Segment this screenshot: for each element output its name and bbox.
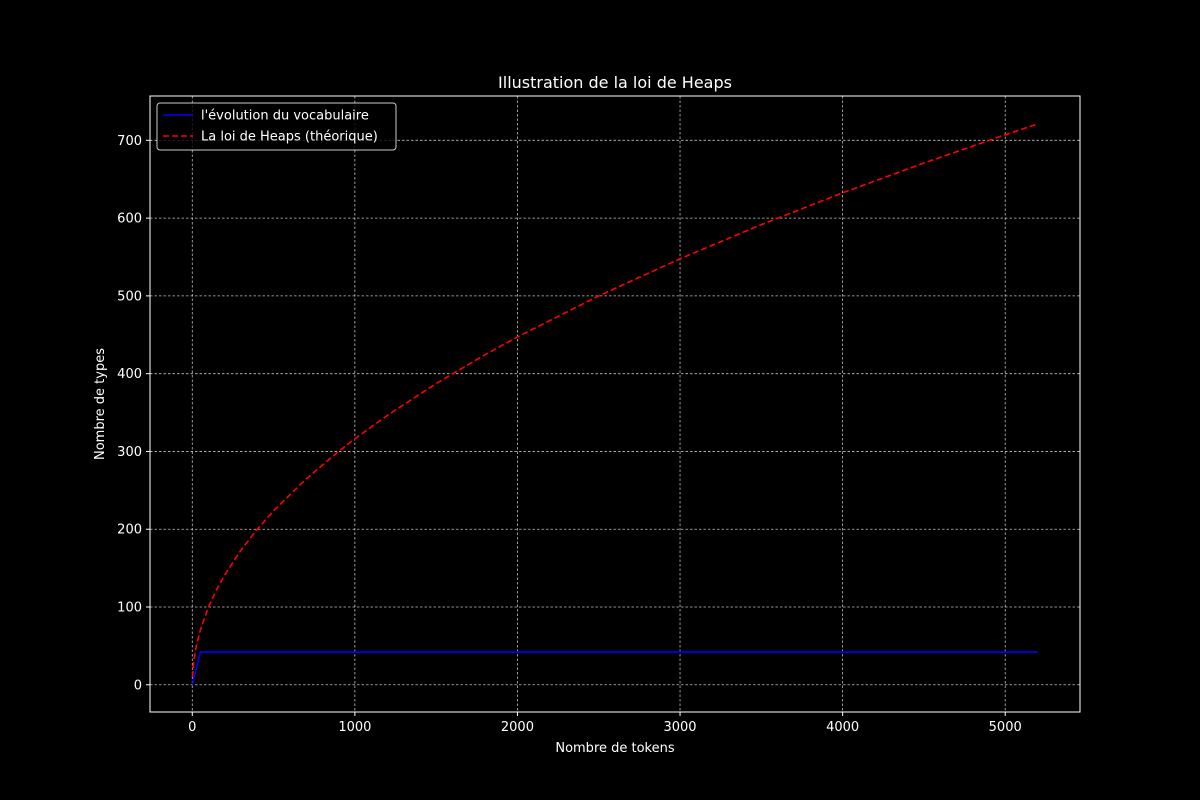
x-tick-label: 1000 — [338, 720, 371, 735]
x-tick-label: 5000 — [989, 720, 1022, 735]
y-tick-label: 300 — [117, 445, 142, 460]
chart-title: Illustration de la loi de Heaps — [498, 73, 732, 92]
legend: l'évolution du vocabulaire La loi de Hea… — [156, 102, 397, 151]
y-tick-label: 500 — [117, 289, 142, 304]
legend-label-heaps: La loi de Heaps (théorique) — [201, 130, 378, 145]
y-tick-label: 600 — [117, 212, 142, 227]
legend-label-vocabulaire: l'évolution du vocabulaire — [201, 109, 369, 124]
x-axis-label: Nombre de tokens — [555, 741, 675, 756]
y-tick-label: 100 — [117, 601, 142, 616]
legend-box — [156, 102, 397, 151]
series-line-vocabulaire — [191, 651, 1038, 685]
y-axis-ticks: 0 100 200 300 400 500 600 700 — [117, 134, 150, 693]
grid — [150, 96, 1080, 712]
x-tick-label: 0 — [188, 720, 196, 735]
y-axis-label: Nombre de types — [93, 348, 108, 460]
y-tick-label: 200 — [117, 523, 142, 538]
y-tick-label: 400 — [117, 367, 142, 382]
series-line-heaps — [191, 123, 1038, 678]
x-axis-ticks: 0 1000 2000 3000 4000 5000 — [188, 712, 1022, 735]
axes-frame — [149, 95, 1081, 713]
x-tick-label: 3000 — [663, 720, 696, 735]
plot-series — [191, 123, 1038, 685]
y-tick-label: 0 — [134, 678, 142, 693]
y-tick-label: 700 — [117, 134, 142, 149]
x-tick-label: 4000 — [826, 720, 859, 735]
x-tick-label: 2000 — [501, 720, 534, 735]
